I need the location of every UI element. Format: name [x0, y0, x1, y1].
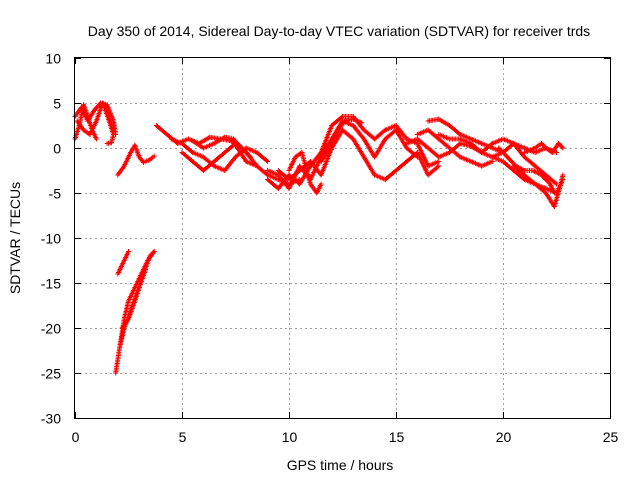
y-tick-label: 0: [53, 141, 61, 157]
data-point: [150, 250, 156, 256]
data-point: [560, 172, 566, 178]
data-point: [143, 267, 149, 272]
y-tick-label: -20: [41, 321, 61, 337]
plot-frame: [74, 57, 611, 419]
data-point: [151, 249, 157, 254]
data-points: [72, 100, 566, 376]
x-axis-label: GPS time / hours: [287, 457, 394, 473]
data-point: [318, 181, 324, 187]
x-tick-label: 5: [179, 429, 187, 445]
data-point: [126, 249, 131, 254]
data-point: [359, 120, 365, 126]
y-tick-label: 5: [53, 96, 61, 112]
data-point: [554, 181, 559, 187]
data-point: [151, 153, 157, 159]
data-point: [436, 163, 442, 169]
data-point: [246, 153, 252, 159]
x-tick-label: 15: [389, 429, 405, 445]
grid: [75, 58, 610, 418]
y-tick-label: 10: [45, 51, 61, 67]
x-tick-label: 10: [282, 429, 298, 445]
data-point: [247, 154, 253, 160]
data-point: [104, 141, 110, 146]
x-tick-labels: 0 5 10 15 20 25: [72, 429, 619, 445]
y-tick-label: -25: [41, 366, 61, 382]
data-point: [559, 144, 565, 150]
data-point: [254, 163, 260, 169]
y-tick-label: -30: [41, 411, 61, 427]
x-tick-label: 0: [72, 429, 80, 445]
data-point: [546, 180, 552, 186]
data-point: [560, 145, 566, 151]
data-point: [265, 159, 271, 164]
y-tick-label: -10: [41, 231, 61, 247]
data-point: [436, 159, 442, 164]
y-tick-labels: -30 -25 -20 -15 -10 -5 0 5 10: [41, 51, 61, 427]
y-axis-label: SDTVAR / TECUs: [7, 182, 23, 294]
data-point: [554, 150, 559, 155]
data-point: [489, 159, 495, 164]
y-tick-label: -15: [41, 276, 61, 292]
x-tick-label: 20: [496, 429, 512, 445]
data-point: [93, 136, 99, 142]
chart-title: Day 350 of 2014, Sidereal Day-to-day VTE…: [88, 23, 590, 39]
data-point: [551, 190, 557, 196]
y-tick-label: -5: [49, 186, 62, 202]
x-tick-label: 25: [603, 429, 619, 445]
